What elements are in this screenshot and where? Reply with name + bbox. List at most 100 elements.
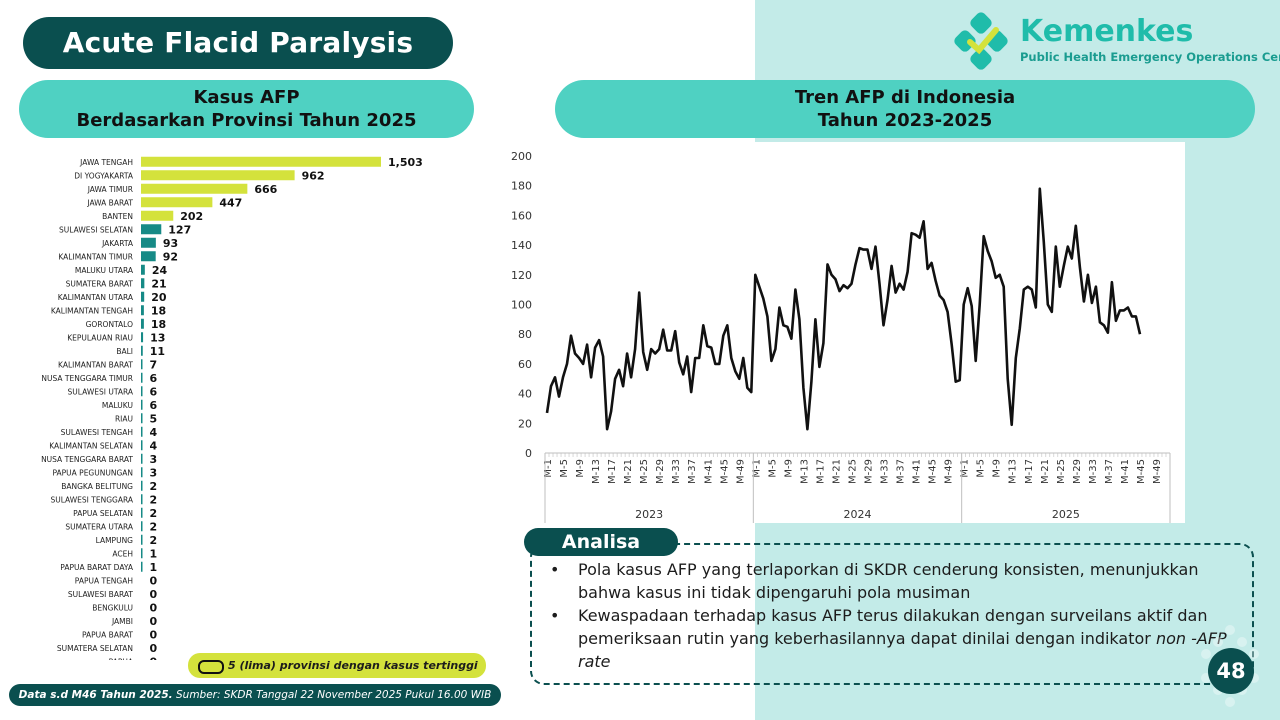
x-tick-label: M-33 [671, 459, 682, 484]
bar-category-label: ACEH [112, 549, 133, 558]
bar [141, 561, 143, 572]
bar-category-label: KALIMANTAN TIMUR [58, 252, 133, 261]
legend-label: 5 (lima) provinsi dengan kasus tertinggi [228, 659, 478, 672]
bar-category-label: SULAWESI BARAT [68, 590, 134, 599]
source-footer: Data s.d M46 Tahun 2025. Sumber: SKDR Ta… [9, 684, 501, 706]
x-tick-label: M-29 [1072, 459, 1083, 484]
bar-category-label: MALUKU UTARA [75, 266, 134, 275]
x-tick-label: M-13 [799, 459, 810, 484]
series-line [545, 187, 1142, 431]
bar-value-label: 447 [219, 196, 242, 209]
bar [141, 183, 248, 194]
x-tick-label: M-5 [559, 459, 570, 478]
bar-category-label: KALIMANTAN BARAT [58, 360, 133, 369]
x-tick-label: M-49 [1152, 459, 1163, 484]
footer-bold: Data s.d M46 Tahun 2025. [18, 689, 173, 701]
bar-category-label: LAMPUNG [96, 536, 134, 545]
bar [141, 386, 143, 397]
bar-value-label: 0 [150, 642, 158, 655]
x-tick-label: M-17 [1024, 459, 1035, 484]
bar-category-label: BALI [116, 347, 133, 356]
y-tick-label: 40 [518, 388, 532, 401]
bar [141, 318, 144, 329]
y-tick-label: 120 [511, 269, 532, 282]
bar [141, 197, 213, 208]
bar [141, 453, 143, 464]
bar-value-label: 0 [150, 601, 158, 614]
x-tick-label: M-1 [751, 459, 762, 478]
bar-category-label: BANGKA BELITUNG [61, 482, 133, 491]
legend: 5 (lima) provinsi dengan kasus tertinggi [188, 653, 486, 678]
bar-value-label: 11 [150, 345, 165, 358]
bar-value-label: 18 [151, 318, 166, 331]
bar-value-label: 6 [150, 399, 158, 412]
bar-category-label: SUMATERA BARAT [66, 279, 134, 288]
bar-category-label: PAPUA BARAT DAYA [60, 563, 134, 572]
x-tick-label: M-33 [880, 459, 891, 484]
bar-value-label: 0 [150, 588, 158, 601]
x-tick-label: M-25 [639, 459, 650, 484]
bar-value-label: 666 [254, 183, 277, 196]
x-tick-label: M-13 [1008, 459, 1019, 484]
line-chart-title-line1: Tren AFP di Indonesia [794, 87, 1016, 108]
x-tick-label: M-21 [623, 459, 634, 484]
bar-category-label: RIAU [115, 414, 133, 423]
x-tick-label: M-13 [591, 459, 602, 484]
line-chart-title: Tren AFP di Indonesia Tahun 2023-2025 [555, 80, 1255, 138]
bar [141, 156, 381, 167]
bar-value-label: 6 [150, 372, 158, 385]
logo-name: Kemenkes [1020, 14, 1194, 49]
bar-category-label: MALUKU [102, 401, 133, 410]
bar [141, 480, 143, 491]
bar-category-label: SUMATERA SELATAN [57, 644, 133, 653]
bar-category-label: PAPUA TENGAH [75, 576, 133, 585]
bar [141, 345, 143, 356]
y-tick-label: 60 [518, 358, 532, 371]
analisa-point-2-italic: non -AFP rate [578, 629, 1227, 671]
bar-value-label: 2 [150, 507, 158, 520]
x-tick-label: M-29 [655, 459, 666, 484]
bar-value-label: 202 [180, 210, 203, 223]
bar-value-label: 5 [150, 412, 158, 425]
y-tick-label: 100 [511, 299, 532, 312]
bar-value-label: 0 [150, 655, 158, 660]
x-group-label: 2023 [635, 508, 663, 521]
bar-value-label: 0 [150, 615, 158, 628]
bar-chart-title: Kasus AFP Berdasarkan Provinsi Tahun 202… [19, 80, 474, 138]
bar-category-label: SULAWESI UTARA [68, 387, 134, 396]
bar-category-label: SULAWESI SELATAN [59, 225, 133, 234]
bar [141, 291, 145, 302]
bar-value-label: 0 [150, 574, 158, 587]
bar-category-label: PAPUA SELATAN [73, 509, 133, 518]
y-tick-label: 140 [511, 239, 532, 252]
bar-category-label: BANTEN [102, 212, 133, 221]
analisa-label: Analisa [524, 528, 678, 556]
bar [141, 467, 143, 478]
bar [141, 210, 174, 221]
bar-value-label: 93 [163, 237, 178, 250]
bar-value-label: 2 [150, 480, 158, 493]
bar-category-label: PAPUA [109, 657, 134, 660]
analisa-point-1: Pola kasus AFP yang terlaporkan di SKDR … [548, 558, 1234, 604]
bar-chart-title-line1: Kasus AFP [193, 87, 300, 108]
bar-category-label: DI YOGYAKARTA [74, 171, 134, 180]
bar [141, 372, 143, 383]
x-tick-label: M-41 [703, 459, 714, 484]
x-tick-label: M-33 [1088, 459, 1099, 484]
bar-value-label: 13 [150, 331, 165, 344]
bar-category-label: GORONTALO [86, 320, 133, 329]
bar-value-label: 24 [152, 264, 168, 277]
bar [141, 507, 143, 518]
bar-value-label: 20 [151, 291, 167, 304]
y-tick-label: 160 [511, 209, 532, 222]
bar [141, 224, 162, 235]
x-tick-label: M-9 [992, 459, 1003, 478]
x-tick-label: M-25 [1056, 459, 1067, 484]
bar [141, 548, 143, 559]
bar-category-label: KEPULAUAN RIAU [67, 333, 133, 342]
y-tick-label: 80 [518, 328, 532, 341]
bar [141, 399, 143, 410]
y-tick-label: 200 [511, 150, 532, 163]
bar [141, 332, 144, 343]
bar [141, 440, 143, 451]
